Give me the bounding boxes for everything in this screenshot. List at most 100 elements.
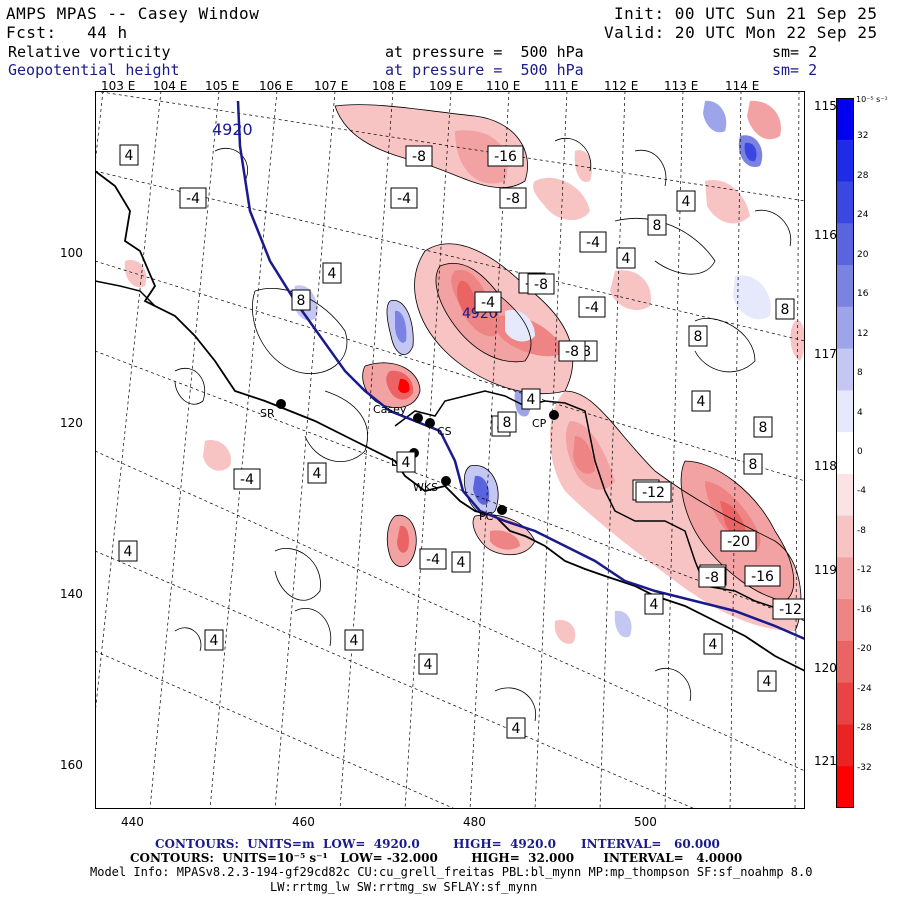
colorbar-border [836,98,854,808]
colorbar-label: 12 [857,328,869,339]
valid-time: Valid: 20 UTC Mon 22 Sep 25 [604,23,878,42]
vorticity-label: 4 [616,247,636,269]
vorticity-label: 4 [344,629,364,651]
svg-text:4: 4 [763,674,772,690]
svg-text:4: 4 [124,544,133,560]
svg-text:-8: -8 [565,344,579,360]
vorticity-label: -20 [720,530,757,552]
vorticity-label: -16 [744,565,781,587]
top-longitude-label: 109 E [429,79,464,93]
vorticity-label: 4 [676,190,696,212]
svg-text:8: 8 [749,457,758,473]
vorticity-label: 8 [775,298,795,320]
colorbar-swatch [836,473,854,517]
map-title: AMPS MPAS -- Casey Window [6,4,260,23]
colorbar-label: -20 [857,644,872,655]
svg-text:-12: -12 [642,485,665,501]
vorticity-label: 4 [307,462,327,484]
colorbar-label: -16 [857,604,872,615]
colorbar-swatch [836,265,854,308]
vorticity-label: 8 [743,453,763,475]
colorbar-swatch [836,348,854,391]
station-pc-marker [497,505,507,515]
top-longitude-label: 104 E [153,79,188,93]
colorbar-label: -8 [857,525,866,536]
station-casey-marker [413,413,423,423]
svg-text:4: 4 [210,633,219,649]
top-longitude-label: 110 E [486,79,521,93]
colorbar-swatch [836,306,854,350]
svg-text:4: 4 [682,194,691,210]
height-label-4920: 4920 [212,120,253,139]
colorbar-label: -12 [857,565,872,576]
svg-text:4: 4 [350,633,359,649]
station-label-sr: SR [260,407,275,420]
vorticity-contour-labels: -8-16-8-44-4-4-8-448-8-448-8-8848488-44-… [118,144,805,739]
footer-model-info: Model Info: MPASv8.2.3-194-gf29cd82c CU:… [90,865,813,879]
svg-text:-8: -8 [506,191,520,207]
svg-text:4: 4 [650,597,659,613]
vorticity-label: -4 [474,291,502,313]
y-tick-120: 120 [60,416,83,430]
forecast-hour: Fcst: 44 h [6,23,128,42]
top-longitude-label: 107 E [314,79,349,93]
vorticity-label: -4 [390,187,418,209]
station-label-wks: WKS [413,481,438,494]
svg-text:-12: -12 [779,602,802,618]
svg-text:-8: -8 [534,277,548,293]
vorticity-label: 4 [322,262,342,284]
svg-text:-4: -4 [585,300,599,316]
colorbar-swatch [836,390,854,433]
colorbar-swatch [836,139,854,183]
svg-text:-8: -8 [412,149,426,165]
vorticity-label: -12 [772,598,805,620]
svg-text:4: 4 [125,148,134,164]
colorbar-swatch [836,557,854,600]
top-longitude-label: 108 E [372,79,407,93]
vorticity-label: -8 [698,566,726,588]
station-label-cs: CS [437,425,452,438]
svg-text:-8: -8 [705,570,719,586]
top-longitude-label: 113 E [664,79,699,93]
svg-text:4: 4 [709,637,718,653]
field1-smoothing: sm= 2 [772,43,818,61]
colorbar-label: 16 [857,289,869,300]
colorbar-swatch [836,724,854,767]
colorbar [836,98,854,808]
top-longitude-label: 105 E [205,79,240,93]
svg-text:-16: -16 [751,569,774,585]
vorticity-label: -12 [635,481,672,503]
vorticity-label: 4 [451,551,471,573]
svg-text:8: 8 [781,302,790,318]
vorticity-label: 4 [644,593,664,615]
top-longitude-label: 106 E [259,79,294,93]
svg-text:8: 8 [653,218,662,234]
svg-text:8: 8 [503,415,512,431]
vorticity-label: -8 [405,145,433,167]
station-cp-marker [549,410,559,420]
init-time: Init: 00 UTC Sun 21 Sep 25 [614,4,878,23]
vorticity-label: 8 [291,289,311,311]
colorbar-label: 28 [857,170,869,181]
svg-text:-20: -20 [727,534,750,550]
colorbar-label: 4 [857,407,863,418]
x-tick-460: 460 [292,815,315,829]
vorticity-map: 4920 4920 SR Casey CS LM WKS CP PC -8-16… [95,91,805,809]
vorticity-label: -8 [527,273,555,295]
vorticity-label: -4 [233,468,261,490]
svg-text:8: 8 [694,329,703,345]
field2-pressure: at pressure = 500 hPa [385,61,584,79]
top-longitude-label: 111 E [544,79,579,93]
colorbar-label: -28 [857,723,872,734]
station-label-cp: CP [532,417,547,430]
colorbar-swatch [836,181,854,224]
graticule-lines [95,91,805,809]
station-cs-marker [425,418,435,428]
svg-text:4: 4 [313,466,322,482]
vorticity-label: 8 [688,325,708,347]
vorticity-label: 8 [497,411,517,433]
vorticity-label: -8 [558,340,586,362]
colorbar-swatch [836,640,854,684]
svg-text:4: 4 [402,455,411,471]
svg-text:4: 4 [527,392,536,408]
